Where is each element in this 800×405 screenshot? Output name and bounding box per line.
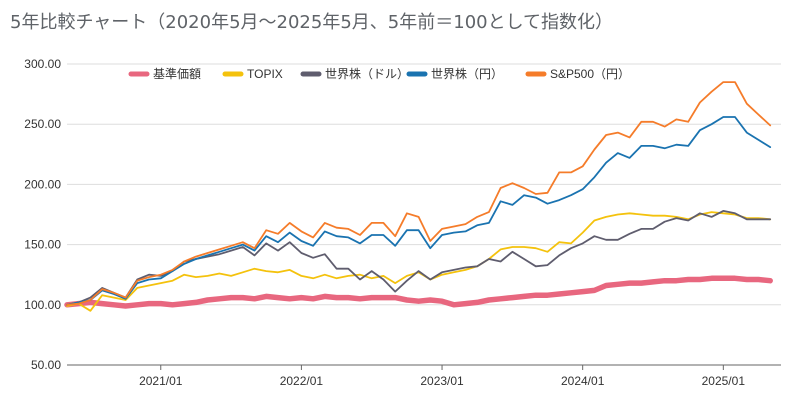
chart-title: 5年比較チャート（2020年5月〜2025年5月、5年前＝100として指数化） <box>10 12 614 33</box>
legend-label: S&P500（円） <box>550 67 630 81</box>
legend-label: 基準価額 <box>153 66 201 81</box>
series-line-3 <box>66 116 772 306</box>
legend-label: 世界株（円） <box>431 66 503 81</box>
series-line-4 <box>66 81 772 306</box>
x-tick-label: 2021/01 <box>139 374 183 388</box>
x-tick-label: 2024/01 <box>561 374 605 388</box>
series-line-1 <box>66 211 772 312</box>
legend-label: TOPIX <box>247 67 283 81</box>
y-tick-label: 150.00 <box>24 238 61 252</box>
x-tick-label: 2025/01 <box>702 374 746 388</box>
y-tick-label: 250.00 <box>24 117 61 131</box>
series-line-2 <box>66 209 772 306</box>
x-tick-label: 2023/01 <box>420 374 464 388</box>
x-tick-label: 2022/01 <box>280 374 324 388</box>
y-tick-label: 100.00 <box>24 298 61 312</box>
y-tick-label: 200.00 <box>24 177 61 191</box>
y-tick-label: 50.00 <box>31 358 61 372</box>
y-tick-label: 300.00 <box>24 57 61 71</box>
series-line-0 <box>64 275 773 309</box>
legend-label: 世界株（ドル） <box>325 66 409 81</box>
